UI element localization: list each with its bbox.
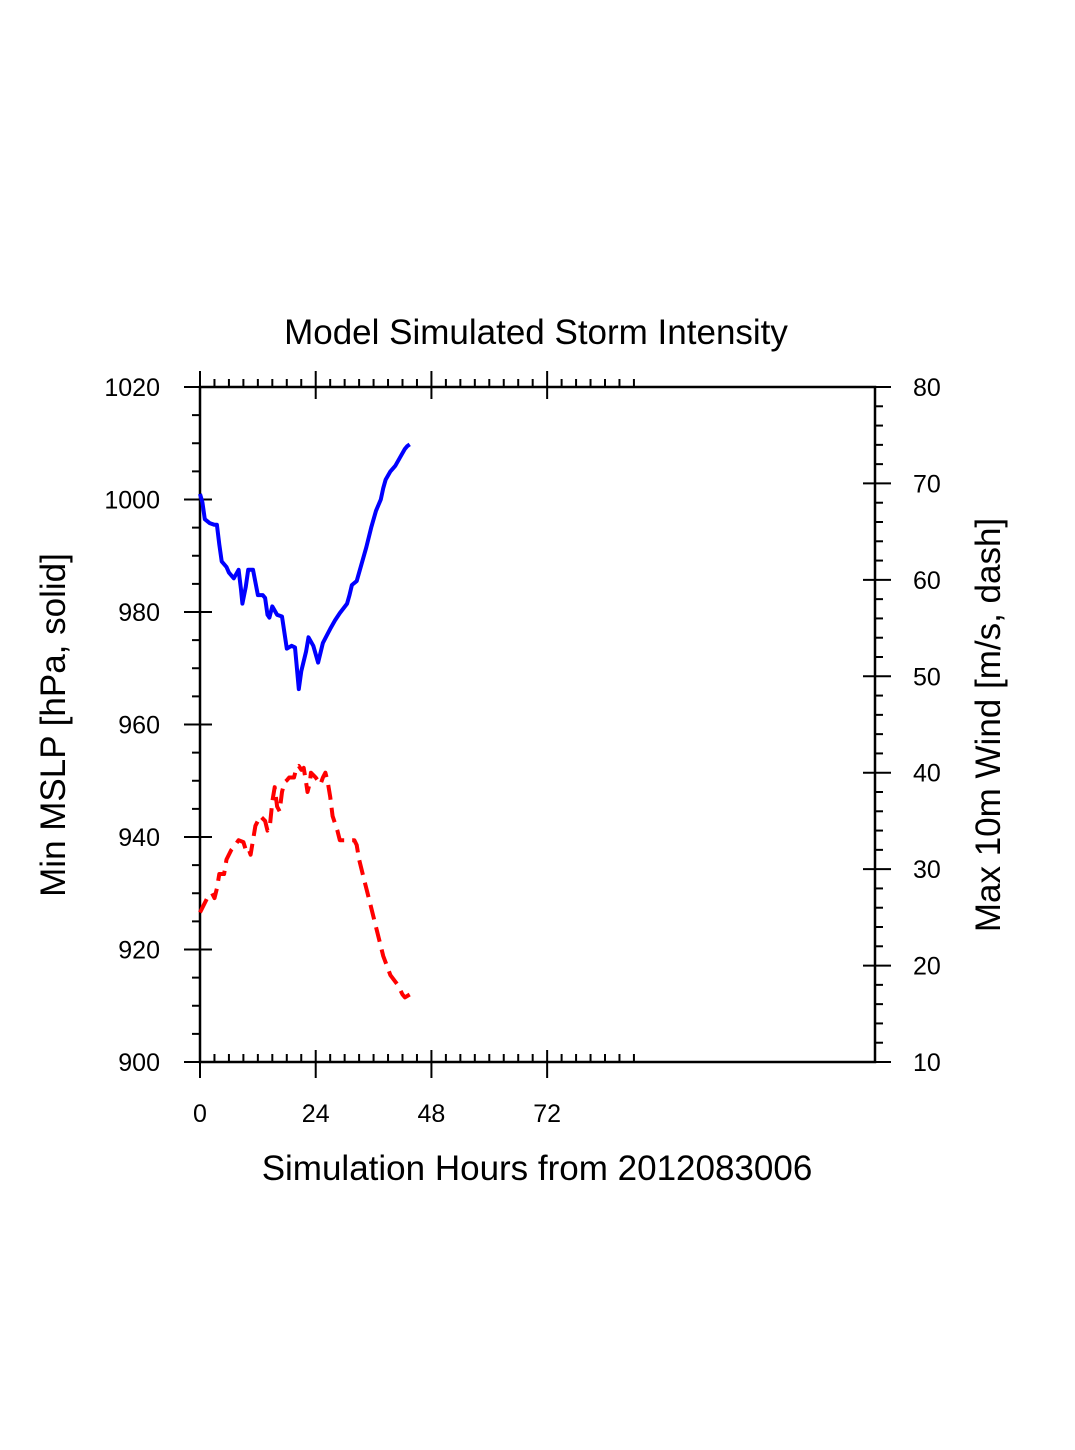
x-tick-label: 24 <box>302 1100 330 1128</box>
y-right-tick-label: 80 <box>913 374 941 402</box>
y-right-tick-label: 70 <box>913 470 941 498</box>
pressure-series-line <box>198 442 411 692</box>
y-left-tick-label: 980 <box>118 599 160 627</box>
y-left-tick-label: 940 <box>118 824 160 852</box>
series-layer <box>198 442 411 1000</box>
y-right-tick-label: 40 <box>913 760 941 788</box>
plot-frame <box>198 385 877 1064</box>
axis-ticks <box>184 371 891 1078</box>
axis-tick-labels: 0 24 48 72900920940960980100010201020304050… <box>104 374 940 1128</box>
x-tick-label: 0 <box>193 1100 207 1128</box>
y-axis-label-right: Max 10m Wind [m/s, dash] <box>969 518 1008 932</box>
y-right-tick-label: 60 <box>913 567 941 595</box>
y-right-tick-label: 10 <box>913 1049 941 1077</box>
wind-series-line <box>198 764 411 1000</box>
y-left-tick-label: 1000 <box>104 487 160 515</box>
y-right-tick-label: 50 <box>913 663 941 691</box>
x-tick-label: 72 <box>533 1100 561 1128</box>
y-axis-label-left: Min MSLP [hPa, solid] <box>34 553 73 897</box>
y-right-tick-label: 20 <box>913 953 941 981</box>
chart-title: Model Simulated Storm Intensity <box>284 313 788 352</box>
y-left-tick-label: 900 <box>118 1049 160 1077</box>
x-tick-label: 48 <box>418 1100 446 1128</box>
y-left-tick-label: 1020 <box>104 374 160 402</box>
y-left-tick-label: 960 <box>118 712 160 740</box>
y-left-tick-label: 920 <box>118 937 160 965</box>
x-axis-label: Simulation Hours from 2012083006 <box>262 1149 813 1188</box>
y-right-tick-label: 30 <box>913 856 941 884</box>
